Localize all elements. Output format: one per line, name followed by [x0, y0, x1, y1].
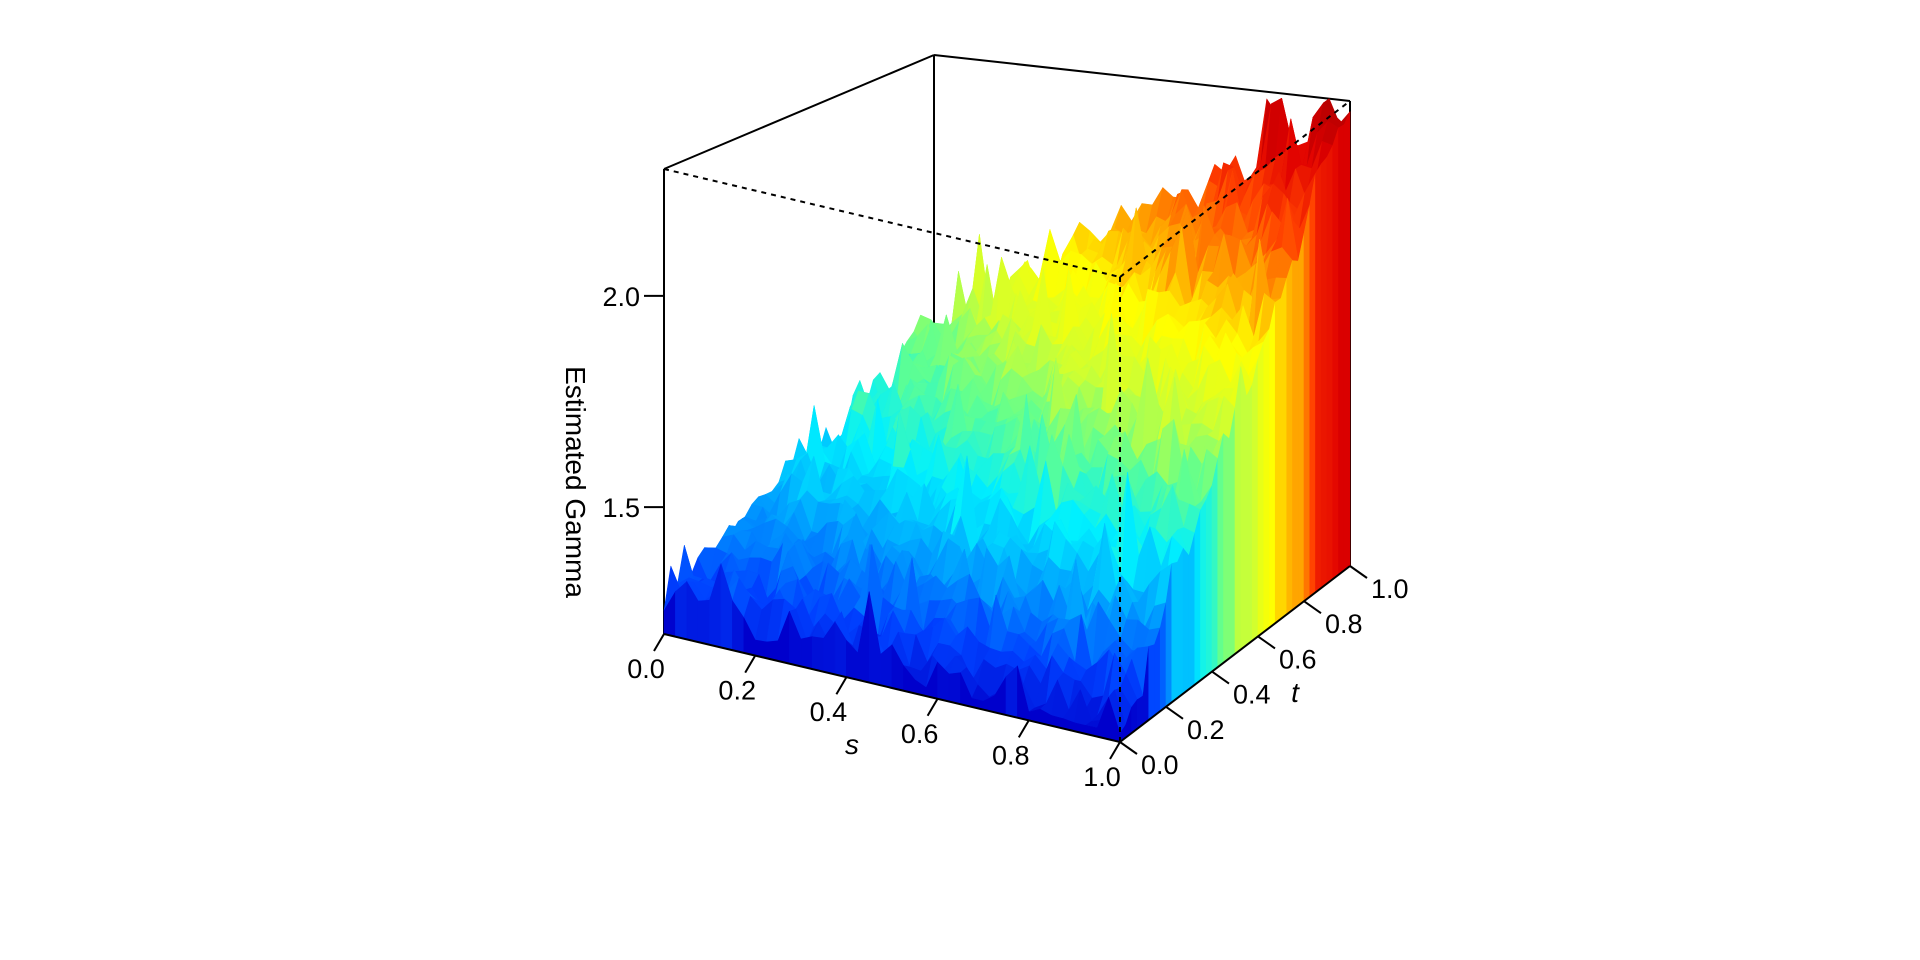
surface-skirt-right	[1240, 366, 1247, 651]
tick-s-0.0	[653, 633, 665, 652]
surface-skirt-right	[1234, 366, 1242, 655]
box-edge-top-right	[1119, 100, 1351, 278]
tick-s-0.8	[1017, 719, 1030, 738]
surface-skirt-right	[1269, 302, 1276, 629]
surface-skirt-front	[811, 636, 824, 673]
tick-t-0.8	[1303, 600, 1322, 615]
tick-label-s-0.4: 0.4	[810, 697, 848, 727]
tick-label-t-0.4: 0.4	[1233, 680, 1271, 710]
surface-skirt-right	[1263, 328, 1270, 633]
surface-skirt-right	[1274, 297, 1282, 624]
tick-label-t-0.0: 0.0	[1141, 750, 1179, 780]
tick-label-t-0.8: 0.8	[1325, 609, 1363, 639]
box-edge-floor-right	[1119, 565, 1351, 743]
tick-label-s-0.0: 0.0	[627, 654, 665, 684]
surface-skirt-right	[1211, 458, 1219, 673]
tick-s-0.6	[926, 698, 939, 717]
tick-t-0.2	[1165, 705, 1184, 720]
box-edge-top-front	[663, 168, 1121, 278]
surface-skirt-right	[1148, 644, 1155, 721]
box-edge-top-left	[663, 54, 935, 170]
surface-skirt-right	[1280, 278, 1288, 620]
surface-skirt-right	[1343, 111, 1351, 572]
tick-label-z-2.0: 2.0	[602, 282, 640, 312]
surface-skirt-right	[1177, 548, 1184, 699]
surface-skirt-right	[1286, 260, 1293, 616]
tick-t-0.6	[1257, 635, 1276, 650]
tick-t-1.0	[1349, 565, 1368, 579]
tick-label-s-0.6: 0.6	[901, 719, 939, 749]
surface-skirt-front	[800, 636, 813, 670]
surface-skirt-right	[1246, 384, 1253, 646]
box-edge-floor-front	[663, 633, 1121, 743]
surface-skirt-right	[1182, 547, 1190, 695]
surface-skirt-right	[1309, 173, 1316, 598]
plot-box-front	[663, 100, 1351, 743]
tick-label-s-0.2: 0.2	[718, 676, 756, 706]
surface-facet	[677, 544, 696, 585]
tick-t-0.0	[1119, 741, 1138, 755]
surface-skirt-right	[1326, 145, 1334, 585]
surface-skirt-right	[1188, 533, 1196, 690]
surface-skirt-right	[1257, 341, 1265, 638]
surface-skirt-right	[1205, 485, 1213, 677]
surface-skirt-right	[1320, 156, 1328, 589]
tick-label-z-1.5: 1.5	[602, 493, 640, 523]
s-axis-title: s	[845, 729, 859, 760]
tick-label-t-0.6: 0.6	[1279, 644, 1317, 674]
tick-s-0.4	[835, 676, 848, 695]
surface-skirt-right	[1292, 260, 1299, 611]
tick-label-s-0.8: 0.8	[992, 740, 1030, 770]
surface-skirt-front	[948, 672, 961, 705]
tick-label-t-1.0: 1.0	[1371, 574, 1409, 604]
tick-label-t-0.2: 0.2	[1187, 715, 1225, 745]
surface-skirt-right	[1251, 358, 1259, 642]
surface-skirt-right	[1338, 124, 1345, 576]
tick-s-0.2	[744, 655, 757, 674]
surface-skirt-front	[697, 599, 710, 646]
surface-skirt-right	[1194, 509, 1201, 686]
surface-skirt-right	[1217, 433, 1224, 668]
surface-skirt-right	[1171, 561, 1178, 704]
axis-ticks: 0.0 0.2 0.4 0.6 0.8 1.0 0.0 0.2 0.4 0.6 0.8 1.0 1.5 2…	[602, 282, 1408, 792]
t-axis-title: t	[1291, 677, 1300, 708]
surface-skirt-front	[675, 580, 688, 640]
surface-skirt-right	[1303, 205, 1311, 602]
box-edge-top-back	[933, 54, 1351, 102]
surface-skirt-right	[1332, 127, 1339, 580]
surface-skirt-right	[1315, 163, 1322, 594]
surface-skirt-right	[1297, 233, 1305, 607]
tick-t-0.4	[1211, 670, 1230, 685]
surface-skirt-right	[1228, 408, 1236, 660]
surface-skirt-right	[1223, 433, 1230, 664]
z-axis-title: Estimated Gamma	[560, 366, 591, 598]
surface-skirt-right	[1200, 498, 1207, 682]
surface-mesh	[663, 98, 1351, 743]
tick-label-s-1.0: 1.0	[1083, 762, 1121, 792]
tick-s-1.0	[1109, 741, 1121, 760]
